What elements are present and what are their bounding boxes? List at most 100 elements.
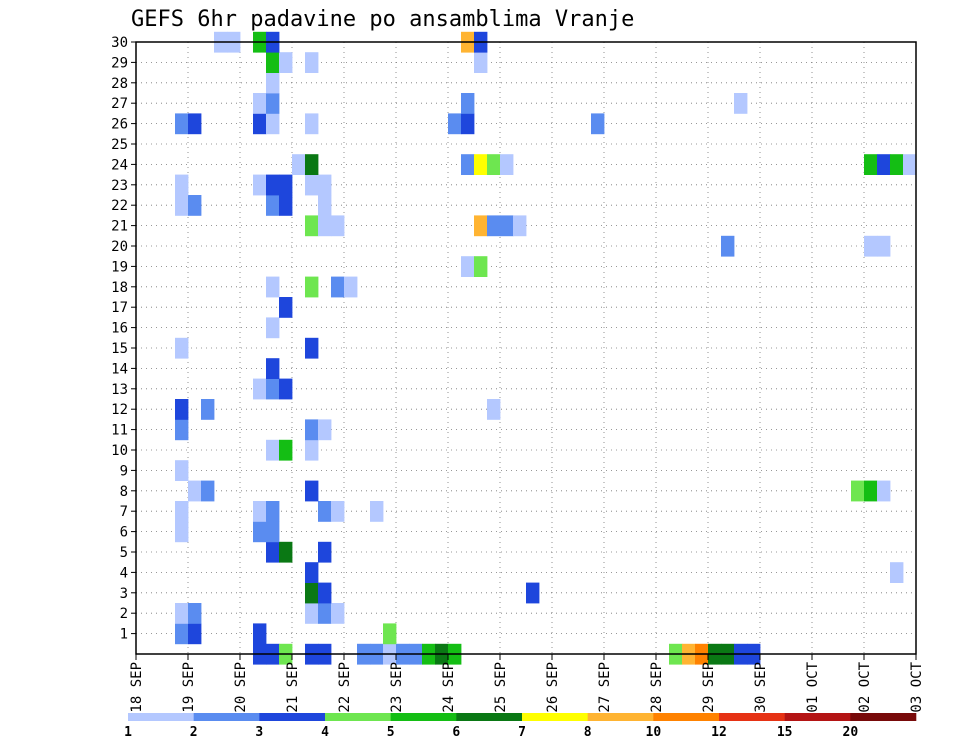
precip-cell (175, 623, 189, 645)
x-tick-label: 22 SEP (337, 662, 353, 713)
colorbar-label: 3 (255, 725, 263, 740)
precip-cell (734, 93, 748, 114)
y-tick-label: 13 (111, 382, 128, 398)
precip-cell (175, 603, 189, 624)
precip-cell (305, 562, 319, 583)
precip-cell (474, 256, 488, 277)
colorbar-swatch (456, 713, 523, 721)
x-tick-label: 26 SEP (545, 662, 561, 713)
precip-cell (188, 480, 202, 502)
precip-cell (188, 623, 202, 645)
precip-cell (383, 623, 397, 645)
precip-cell (266, 93, 280, 114)
precip-cell (318, 501, 332, 522)
colorbar-label: 5 (387, 725, 395, 740)
colorbar-label: 10 (646, 725, 662, 740)
precip-cell (175, 113, 189, 135)
precip-cell (175, 460, 189, 481)
y-tick-label: 15 (111, 341, 128, 357)
x-tick-label: 24 SEP (441, 662, 457, 713)
x-tick-label: 19 SEP (181, 662, 197, 713)
precip-cell (266, 113, 280, 135)
y-tick-label: 24 (111, 157, 128, 173)
precip-cell (318, 174, 332, 196)
precip-cell (305, 582, 319, 604)
precip-cell (890, 562, 904, 583)
precip-cell (279, 174, 293, 196)
precip-cell (864, 154, 878, 175)
precip-cell (279, 439, 293, 461)
precip-cell (175, 419, 189, 441)
y-tick-label: 6 (120, 525, 128, 541)
y-tick-label: 30 (111, 35, 128, 51)
precip-cell (461, 93, 475, 114)
precip-cell (266, 521, 280, 543)
y-tick-label: 9 (120, 463, 128, 479)
colorbar-label: 8 (584, 725, 592, 740)
colorbar-label: 20 (843, 725, 859, 740)
precip-cell (279, 297, 293, 318)
colorbar-label: 1 (124, 725, 132, 740)
precip-cell (305, 419, 319, 441)
y-tick-label: 4 (120, 565, 128, 581)
precip-cell (318, 195, 332, 216)
precip-cell (266, 541, 280, 563)
colorbar-label: 4 (321, 725, 329, 740)
precip-cell (721, 235, 735, 257)
precip-cell (279, 378, 293, 400)
precip-cell (201, 480, 215, 502)
y-tick-label: 17 (111, 300, 128, 316)
precip-cell (305, 174, 319, 196)
precipitation-cells (175, 31, 917, 665)
colorbar-swatch (193, 713, 260, 721)
precip-cell (877, 235, 891, 257)
precip-cell (877, 154, 891, 175)
precip-cell (188, 603, 202, 624)
precip-cell (474, 52, 488, 73)
colorbar-swatch (719, 713, 785, 721)
precip-cell (487, 399, 501, 420)
colorbar: 1 2 3 4 5 6 7 8 10 12 15 20 (124, 713, 917, 740)
precip-cell (175, 195, 189, 216)
y-tick-label: 25 (111, 137, 128, 153)
x-tick-label: 18 SEP (129, 662, 145, 713)
precip-cell (279, 52, 293, 73)
precip-cell (500, 215, 514, 237)
precip-cell (266, 501, 280, 522)
y-tick-label: 1 (120, 627, 128, 643)
x-tick-label: 21 SEP (285, 662, 301, 713)
precip-cell (305, 337, 319, 359)
precip-cell (474, 215, 488, 237)
precip-cell (292, 154, 306, 175)
precip-cell (253, 93, 267, 114)
y-tick-label: 26 (111, 117, 128, 133)
x-tick-label: 03 OCT (909, 661, 925, 712)
colorbar-swatch (850, 713, 917, 721)
precip-cell (370, 501, 384, 522)
precip-cell (253, 521, 267, 543)
precip-cell (279, 541, 293, 563)
y-tick-label: 10 (111, 443, 128, 459)
x-tick-label: 02 OCT (857, 661, 873, 712)
colorbar-label: 12 (711, 725, 727, 740)
y-tick-label: 21 (111, 219, 128, 235)
x-tick-label: 25 SEP (493, 662, 509, 713)
precip-cell (266, 52, 280, 73)
precip-cell (253, 501, 267, 522)
precip-cell (864, 480, 878, 502)
precip-cell (279, 195, 293, 216)
y-tick-label: 3 (120, 586, 128, 602)
precip-cell (318, 582, 332, 604)
precip-cell (487, 215, 501, 237)
precip-cell (474, 154, 488, 175)
precip-cell (318, 603, 332, 624)
precip-cell (266, 358, 280, 379)
colorbar-swatch (259, 713, 326, 721)
y-tick-label: 18 (111, 280, 128, 296)
precip-cell (305, 52, 319, 73)
colorbar-swatch (587, 713, 654, 721)
y-tick-label: 22 (111, 198, 128, 214)
y-tick-label: 20 (111, 239, 128, 255)
precip-cell (513, 215, 527, 237)
